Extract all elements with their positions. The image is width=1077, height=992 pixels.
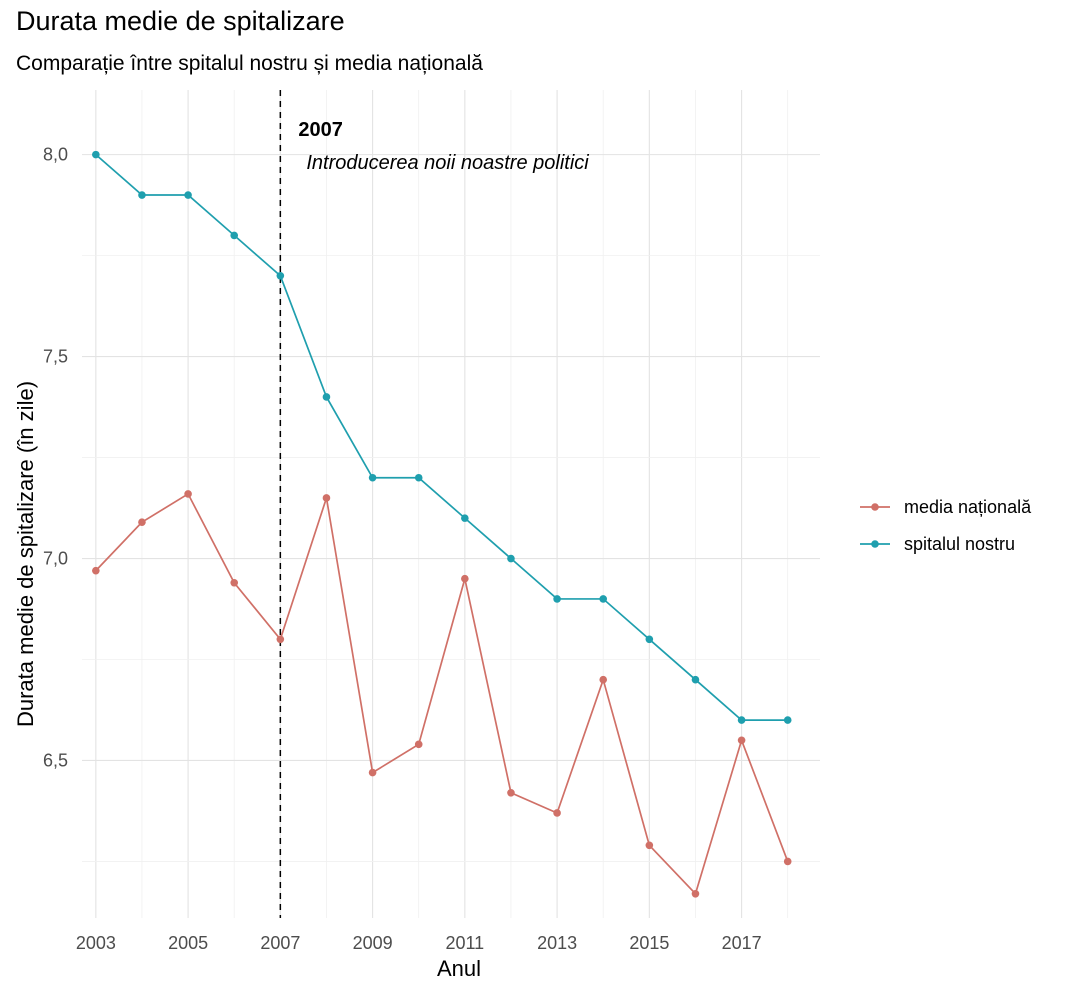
x-tick-label: 2007 <box>260 933 300 953</box>
grid <box>82 90 820 918</box>
x-tick-label: 2013 <box>537 933 577 953</box>
y-tick-label: 6,5 <box>43 750 68 770</box>
data-point <box>230 231 239 240</box>
data-point <box>138 191 146 199</box>
data-point <box>368 473 377 482</box>
x-axis-ticks: 2003 2005 2007 2009 2011 2013 2015 2017 <box>76 933 762 953</box>
legend-key-point <box>871 503 879 511</box>
legend-key-point <box>871 540 879 548</box>
x-tick-label: 2009 <box>353 933 393 953</box>
data-point <box>414 473 423 482</box>
data-point <box>276 271 285 280</box>
data-point <box>507 788 515 797</box>
annotation-text: Introducerea noii noastre politici <box>306 152 589 174</box>
series-line <box>95 153 788 721</box>
x-tick-label: 2005 <box>168 933 208 953</box>
series-media-nationala <box>92 490 792 898</box>
data-point <box>783 857 792 866</box>
x-tick-label: 2011 <box>445 933 484 953</box>
data-point <box>553 809 561 817</box>
data-point <box>553 595 561 603</box>
data-point <box>461 574 469 583</box>
y-axis-title: Durata medie de spitalizare (în zile) <box>13 381 38 727</box>
legend-label: spitalul nostru <box>904 534 1015 554</box>
data-point <box>645 635 654 644</box>
data-point <box>599 675 608 684</box>
legend-label: media națională <box>904 497 1032 517</box>
annotation-layer: 2007 Introducerea noii noastre politici <box>279 90 589 918</box>
data-point <box>184 191 192 199</box>
y-tick-label: 8,0 <box>43 145 68 165</box>
data-point <box>184 490 192 498</box>
data-point <box>691 889 700 898</box>
x-tick-label: 2003 <box>76 933 116 953</box>
series-spitalul-nostru <box>92 150 792 724</box>
data-point <box>691 675 700 684</box>
data-point <box>322 393 331 401</box>
data-point <box>645 841 654 850</box>
chart-subtitle: Comparație între spitalul nostru și medi… <box>16 52 483 75</box>
data-point <box>138 518 146 526</box>
data-point <box>737 736 746 745</box>
series-layer <box>92 150 792 898</box>
data-point <box>507 554 515 563</box>
y-tick-label: 7,0 <box>43 549 68 569</box>
data-point <box>737 716 746 724</box>
data-point <box>230 578 239 587</box>
data-point <box>461 514 469 522</box>
x-tick-label: 2015 <box>629 933 669 953</box>
data-point <box>92 150 100 159</box>
data-point <box>414 740 423 749</box>
chart-title: Durata medie de spitalizare <box>16 6 345 36</box>
legend: media națională spitalul nostru <box>860 497 1032 554</box>
data-point <box>92 566 100 575</box>
y-axis-ticks: 6,5 7,0 7,5 8,0 <box>43 145 68 771</box>
data-point <box>368 768 377 777</box>
data-point <box>276 635 285 644</box>
annotation-year: 2007 <box>298 119 343 141</box>
x-tick-label: 2017 <box>722 933 762 953</box>
y-tick-label: 7,5 <box>43 347 68 367</box>
x-axis-title: Anul <box>437 956 481 981</box>
data-point <box>783 716 792 724</box>
data-point <box>322 494 331 502</box>
series-line <box>95 492 789 896</box>
data-point <box>599 595 608 603</box>
